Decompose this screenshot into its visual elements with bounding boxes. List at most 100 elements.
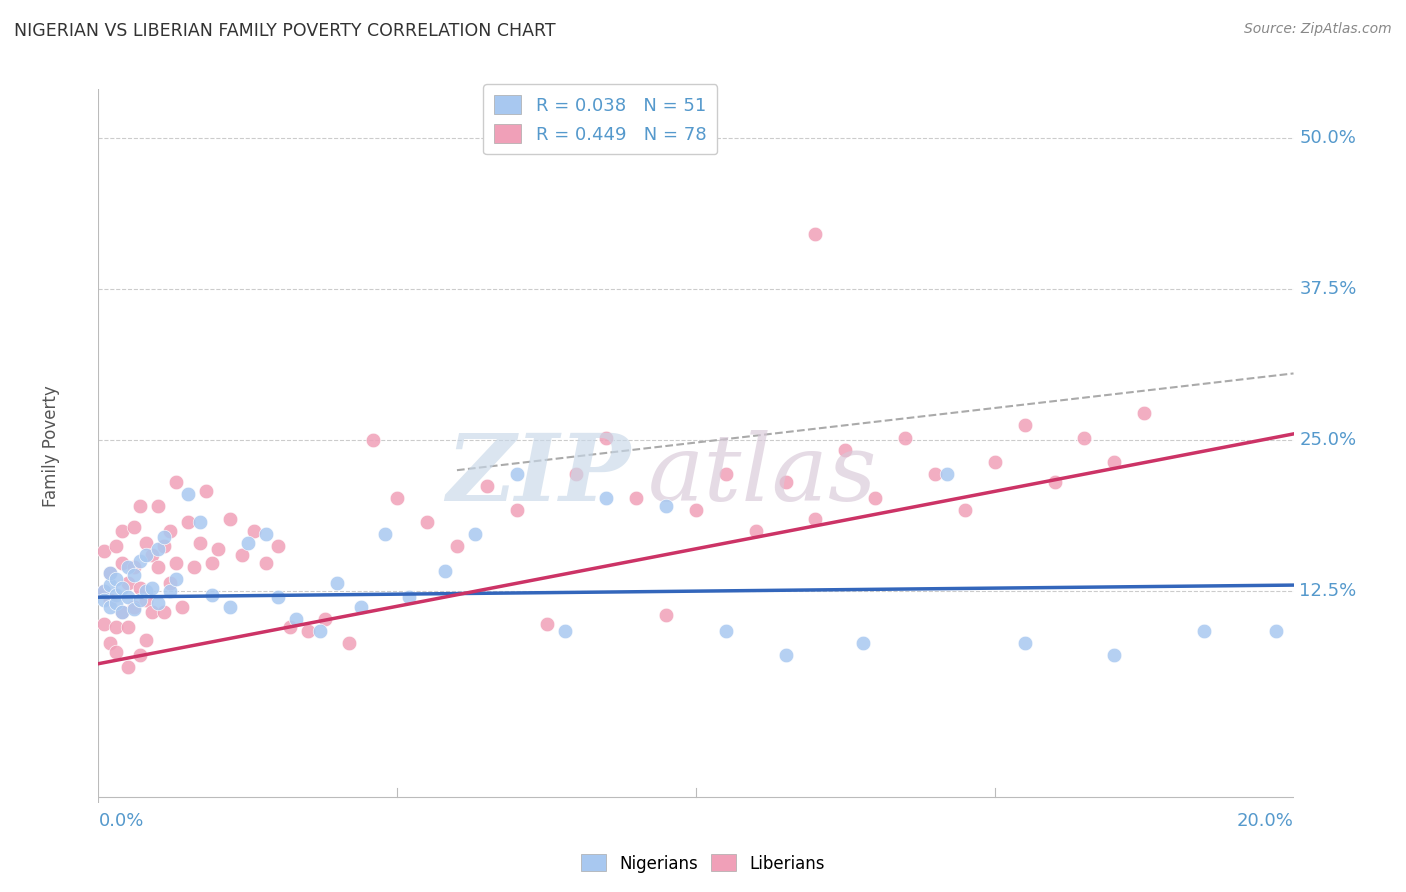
Point [804, 511, 827, 525]
Point [284, 612, 307, 626]
Legend: Nigerians, Liberians: Nigerians, Liberians [574, 847, 832, 880]
Point [188, 535, 211, 549]
Point [148, 560, 170, 574]
Point [135, 535, 157, 549]
Point [1264, 624, 1286, 638]
Point [153, 605, 176, 619]
Point [165, 572, 187, 586]
Point [124, 599, 146, 614]
Point [385, 491, 409, 505]
Point [148, 500, 170, 514]
Point [655, 500, 678, 514]
Point [172, 599, 194, 614]
Point [595, 431, 617, 445]
Point [93, 544, 115, 558]
Point [865, 491, 887, 505]
Point [1192, 624, 1215, 638]
Text: 50.0%: 50.0% [1299, 128, 1357, 146]
Point [267, 590, 290, 604]
Point [148, 541, 170, 556]
Point [105, 596, 128, 610]
Point [254, 557, 277, 571]
Point [93, 584, 115, 599]
Point [852, 636, 875, 650]
Point [177, 515, 200, 529]
Point [201, 588, 224, 602]
Point [236, 535, 259, 549]
Point [124, 560, 146, 574]
Text: ZIP: ZIP [446, 430, 630, 519]
Text: 37.5%: 37.5% [1299, 280, 1357, 298]
Point [1133, 406, 1156, 420]
Point [98, 636, 122, 650]
Point [105, 588, 128, 602]
Point [129, 592, 152, 607]
Point [93, 584, 115, 599]
Point [804, 227, 827, 242]
Point [129, 581, 152, 595]
Point [188, 515, 211, 529]
Point [117, 590, 139, 604]
Point [1014, 636, 1036, 650]
Point [111, 557, 134, 571]
Point [775, 475, 797, 490]
Point [159, 524, 181, 538]
Point [894, 431, 917, 445]
Text: Family Poverty: Family Poverty [42, 385, 59, 507]
Point [936, 467, 959, 481]
Point [834, 442, 856, 457]
Point [129, 648, 152, 663]
Point [165, 475, 187, 490]
Point [714, 467, 737, 481]
Point [124, 568, 146, 582]
Point [924, 467, 946, 481]
Text: Source: ZipAtlas.com: Source: ZipAtlas.com [1244, 22, 1392, 37]
Point [141, 548, 163, 562]
Point [111, 524, 134, 538]
Point [339, 636, 361, 650]
Point [1104, 648, 1126, 663]
Text: 0.0%: 0.0% [98, 813, 143, 830]
Point [135, 548, 157, 562]
Point [536, 616, 558, 631]
Point [685, 503, 707, 517]
Point [135, 584, 157, 599]
Point [98, 578, 122, 592]
Point [159, 584, 181, 599]
Point [1043, 475, 1066, 490]
Point [159, 575, 181, 590]
Point [117, 620, 139, 634]
Point [135, 632, 157, 647]
Point [111, 605, 134, 619]
Point [565, 467, 588, 481]
Point [183, 560, 205, 574]
Point [195, 483, 218, 498]
Point [745, 524, 768, 538]
Point [1014, 418, 1036, 433]
Point [231, 548, 253, 562]
Point [775, 648, 797, 663]
Point [141, 581, 163, 595]
Point [124, 602, 146, 616]
Text: atlas: atlas [648, 430, 877, 519]
Text: 20.0%: 20.0% [1237, 813, 1294, 830]
Point [98, 566, 122, 580]
Point [207, 541, 229, 556]
Point [254, 527, 277, 541]
Point [135, 592, 157, 607]
Point [714, 624, 737, 638]
Point [219, 599, 242, 614]
Point [446, 540, 468, 554]
Point [350, 599, 373, 614]
Point [326, 575, 349, 590]
Point [117, 560, 139, 574]
Point [105, 645, 128, 659]
Point [153, 530, 176, 544]
Point [105, 572, 128, 586]
Point [374, 527, 396, 541]
Point [129, 500, 152, 514]
Point [98, 566, 122, 580]
Point [219, 511, 242, 525]
Point [595, 491, 617, 505]
Point [105, 620, 128, 634]
